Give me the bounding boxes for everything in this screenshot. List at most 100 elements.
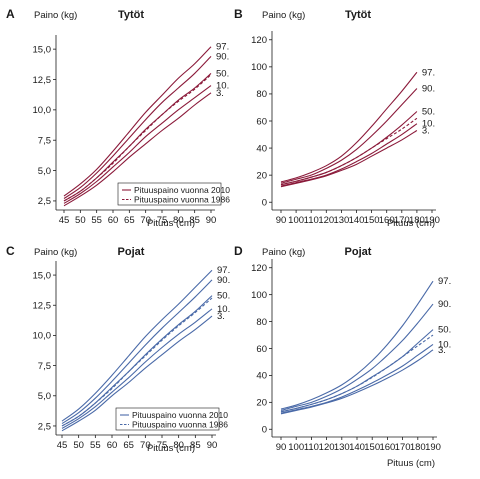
series-line-p3: [280, 130, 418, 188]
y-tick-label: 5,0: [38, 166, 51, 177]
x-axis-label: Pituus (cm): [147, 443, 195, 454]
series-line-p90: [63, 56, 212, 199]
series-line-p10: [280, 123, 418, 187]
x-tick-label: 90: [276, 215, 287, 226]
x-axis-label: Pituus (cm): [387, 458, 435, 469]
panel-letter: C: [6, 244, 15, 258]
y-axis-label: Paino (kg): [262, 10, 305, 21]
y-tick-label: 100: [251, 290, 267, 301]
y-tick-label: 20: [256, 398, 267, 409]
y-tick-label: 80: [256, 317, 267, 328]
y-tick-label: 40: [256, 143, 267, 154]
percentile-label: 10.: [438, 339, 451, 350]
percentile-label: 90.: [217, 275, 230, 286]
x-tick-label: 150: [364, 215, 380, 226]
y-tick-label: 40: [256, 371, 267, 382]
y-tick-label: 12,5: [33, 75, 52, 86]
percentile-label: 97.: [216, 42, 229, 53]
series-line-p3: [61, 315, 213, 432]
x-tick-label: 80: [173, 440, 184, 451]
x-tick-label: 190: [424, 215, 440, 226]
x-tick-label: 150: [364, 442, 380, 453]
panel-title: Pojat: [345, 246, 372, 258]
y-tick-label: 0: [262, 198, 267, 209]
x-axis-label: Pituus (cm): [147, 218, 195, 229]
x-tick-label: 130: [333, 215, 349, 226]
x-tick-label: 140: [349, 442, 365, 453]
x-tick-label: 140: [349, 215, 365, 226]
y-tick-label: 12,5: [33, 301, 52, 312]
panel-c-boys-small: C Paino (kg) Pojat Pituus (cm) 2,5 5,0 7,5…: [6, 244, 230, 454]
series-line-p10: [280, 344, 434, 414]
x-tick-label: 90: [276, 442, 287, 453]
x-tick-label: 110: [304, 442, 319, 453]
y-tick-label: 80: [256, 89, 267, 100]
series-line-p50: [61, 295, 213, 427]
x-tick-label: 85: [189, 215, 200, 226]
legend-box: [115, 407, 220, 431]
y-tick-label: 2,5: [38, 421, 51, 432]
series-line-reference-1986-dashed: [280, 117, 418, 186]
series-line-p97: [61, 269, 213, 422]
series-line-reference-1986-dashed: [61, 297, 213, 427]
panel-b-girls-large: B Paino (kg) Tytöt Pituus (cm) 0 20 40 60 80…: [234, 7, 440, 229]
x-tick-label: 70: [140, 440, 151, 451]
y-tick-label: 100: [251, 62, 267, 73]
x-tick-label: 85: [190, 440, 201, 451]
panel-letter: A: [6, 7, 15, 21]
panel-letter: B: [234, 7, 243, 21]
y-tick-label: 60: [256, 344, 267, 355]
y-tick-label: 7,5: [38, 136, 51, 147]
panel-title: Tytöt: [345, 9, 371, 21]
x-tick-label: 50: [75, 215, 86, 226]
legend-entry: Pituuspaino vuonna 2010: [132, 410, 228, 420]
plot-area: 2,5 5,0 7,5 10,0 12,5 15,0 45 50 55 60 65 70 75 80 85 9…: [33, 261, 230, 451]
series-line-p97: [280, 71, 418, 183]
percentile-label: 10.: [217, 304, 230, 315]
panel-title: Pojat: [118, 246, 145, 258]
series-line-reference-1986-dashed: [63, 74, 212, 202]
y-tick-label: 15,0: [33, 270, 52, 281]
legend-entry: Pituuspaino vuonna 1986: [134, 195, 230, 205]
series-line-p90: [280, 88, 418, 184]
legend-entry: Pituuspaino vuonna 2010: [134, 185, 230, 195]
percentile-label: 10.: [216, 81, 229, 92]
x-tick-label: 90: [206, 215, 217, 226]
x-tick-label: 100: [288, 215, 304, 226]
series-line-p3: [63, 92, 212, 207]
y-tick-label: 7,5: [38, 361, 51, 372]
series-line-p97: [280, 280, 434, 410]
x-tick-label: 75: [157, 215, 168, 226]
x-tick-label: 60: [108, 215, 119, 226]
x-tick-label: 120: [318, 215, 334, 226]
percentile-label: 97.: [217, 265, 230, 276]
y-axis-label: Paino (kg): [262, 247, 305, 258]
percentile-label: 90.: [422, 84, 435, 95]
y-tick-label: 10,0: [33, 331, 52, 342]
panel-letter: D: [234, 244, 243, 258]
percentile-label: 50.: [216, 68, 229, 79]
x-tick-label: 45: [57, 440, 68, 451]
x-tick-label: 170: [395, 442, 411, 453]
percentile-label: 3.: [438, 345, 446, 356]
y-tick-label: 60: [256, 116, 267, 127]
x-tick-label: 110: [304, 215, 319, 226]
percentile-label: 97.: [422, 67, 435, 78]
x-tick-label: 180: [410, 442, 426, 453]
y-tick-label: 5,0: [38, 391, 51, 402]
percentile-label: 3.: [217, 311, 225, 322]
y-axis-label: Paino (kg): [34, 10, 77, 21]
percentile-label: 90.: [216, 51, 229, 62]
x-tick-label: 120: [319, 442, 335, 453]
panel-a-girls-small: A Paino (kg) Tytöt Pituus (cm) 2,5 5,0 7,5…: [6, 7, 230, 229]
x-tick-label: 60: [107, 440, 118, 451]
y-tick-label: 2,5: [38, 196, 51, 207]
y-tick-label: 15,0: [33, 44, 52, 55]
x-tick-label: 130: [334, 442, 350, 453]
percentile-label: 3.: [422, 125, 430, 136]
percentile-label: 90.: [438, 299, 451, 310]
x-tick-label: 100: [288, 442, 304, 453]
